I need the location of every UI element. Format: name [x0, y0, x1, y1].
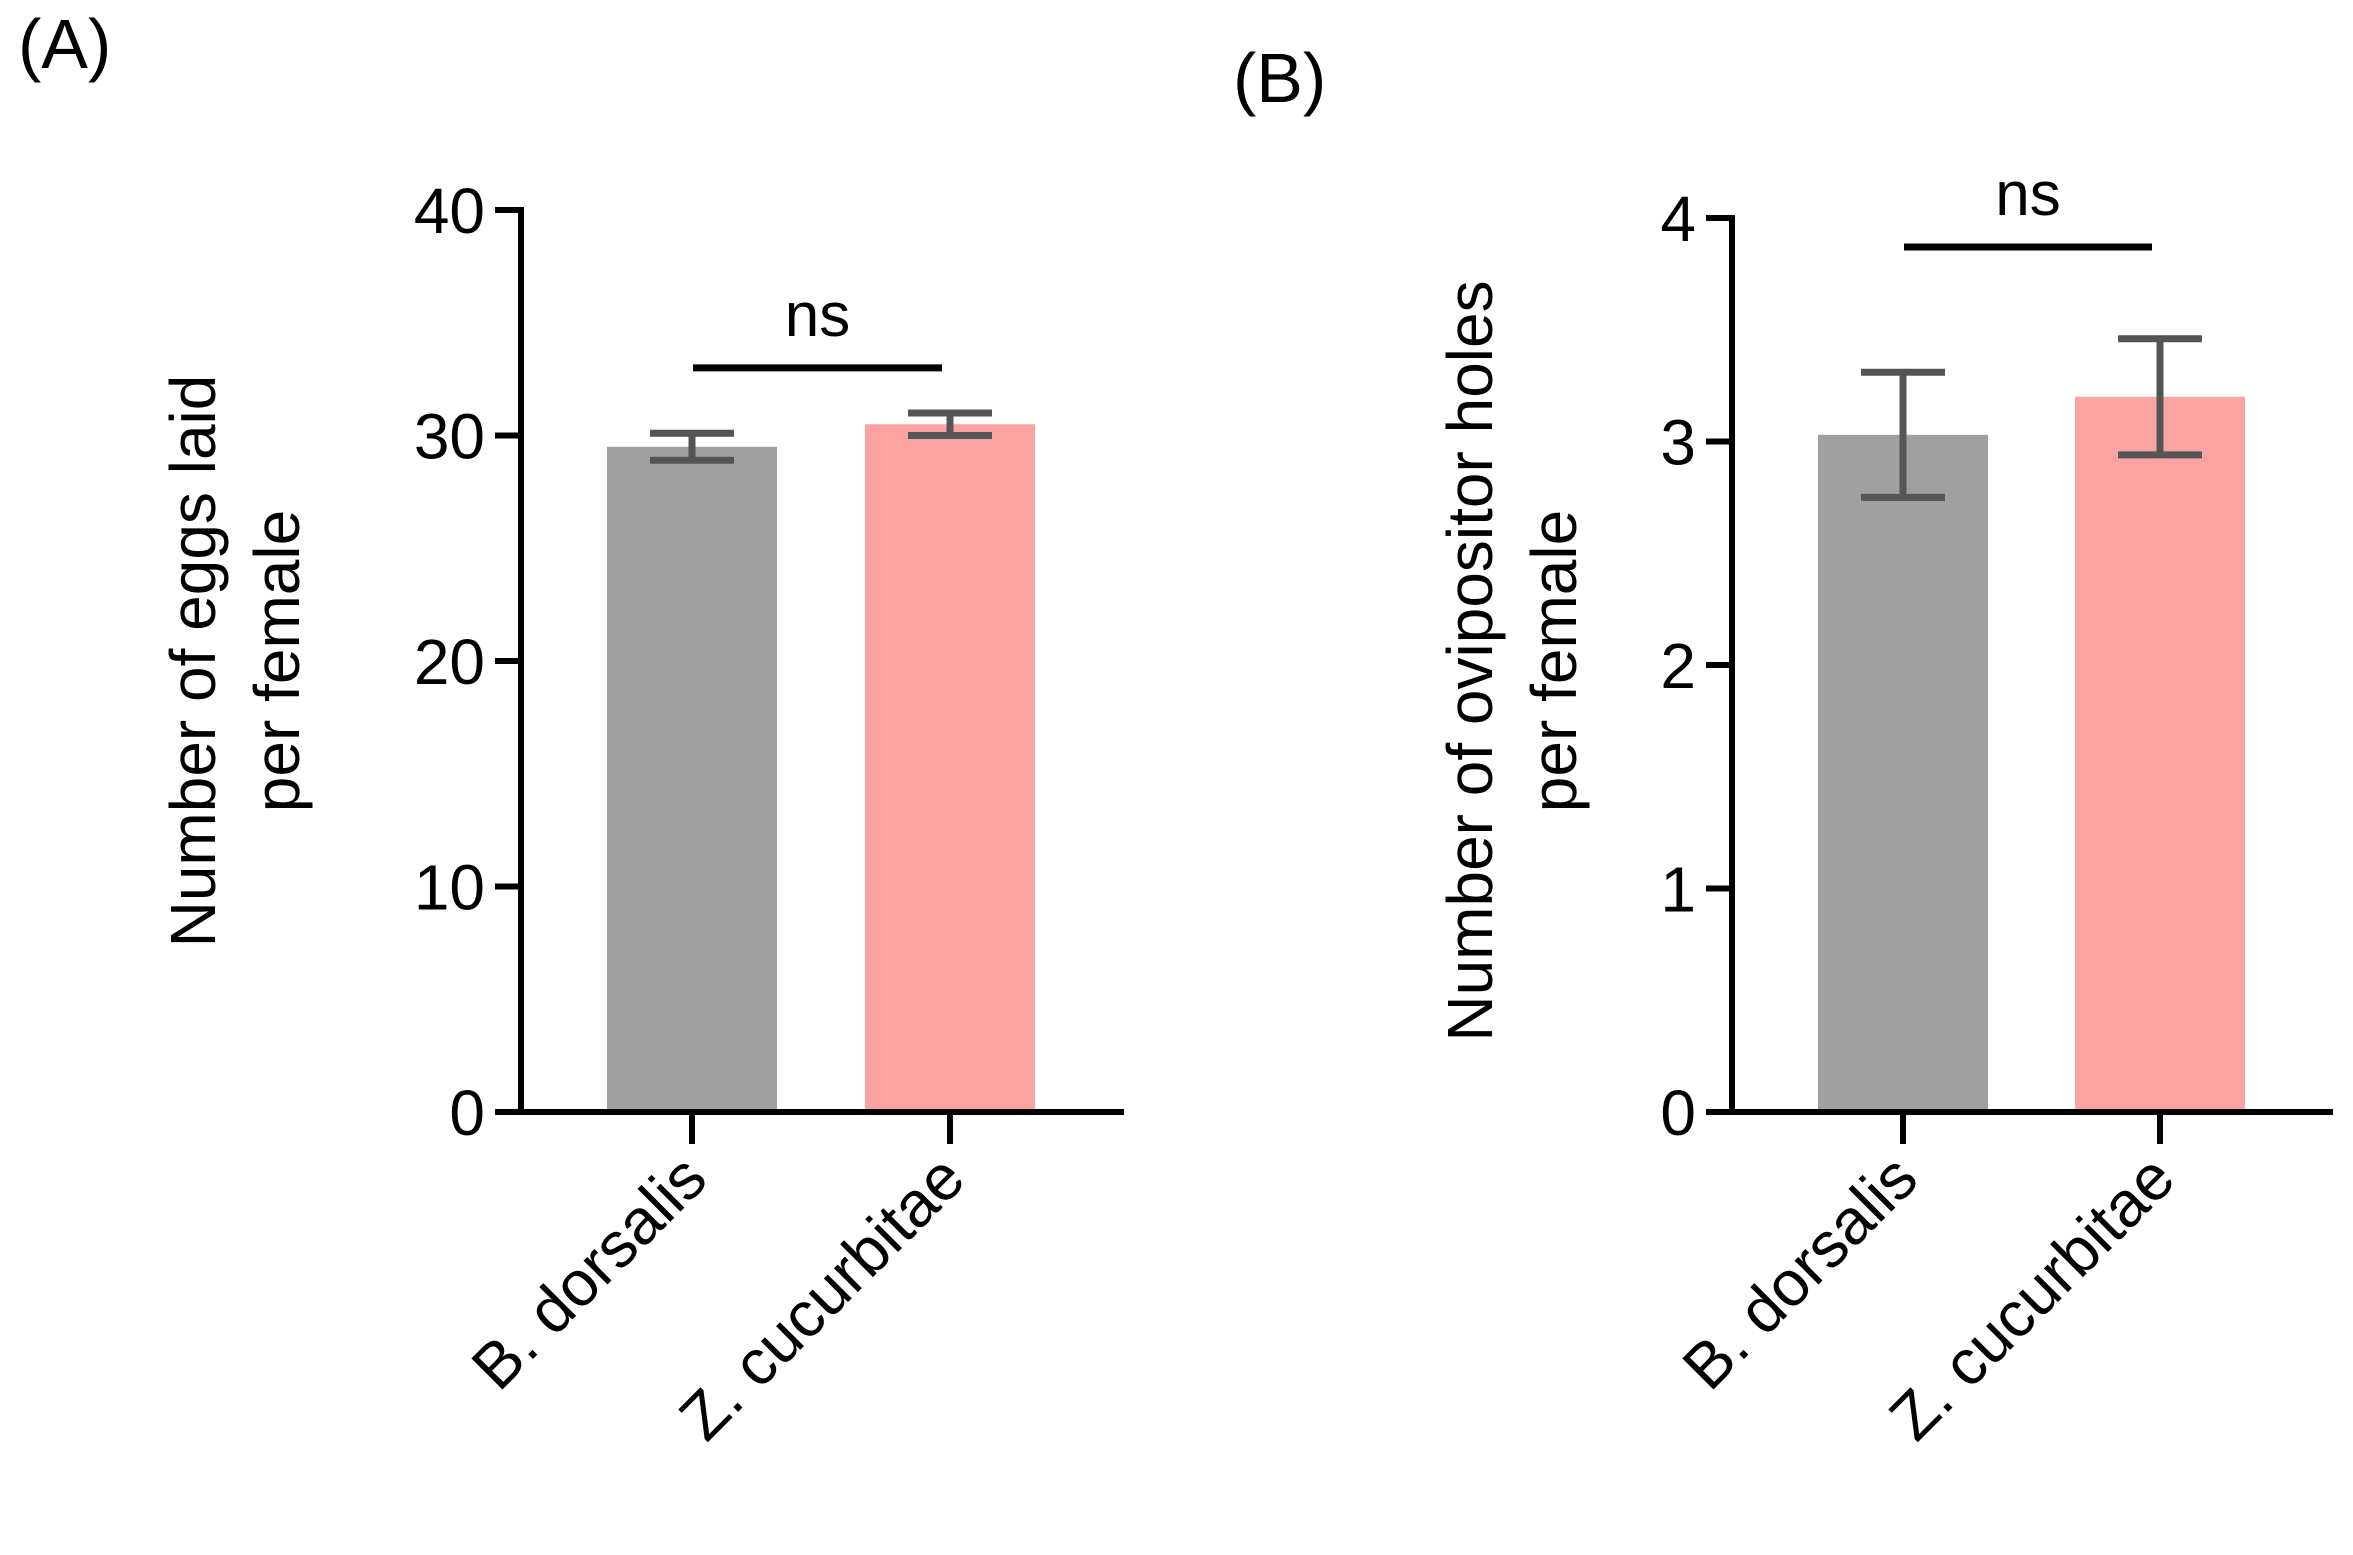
- y-axis-title: Number of ovipositor holes per female: [1434, 280, 1590, 1041]
- y-axis-title-line-1: per female: [241, 510, 313, 812]
- significance-label: ns: [785, 281, 850, 350]
- y-tick-label-2: 20: [414, 626, 485, 698]
- y-axis-title-line-1: per female: [1518, 510, 1590, 812]
- bar-0: [607, 446, 777, 1112]
- bar-0: [1818, 434, 1988, 1112]
- y-tick-label-2: 2: [1660, 630, 1696, 702]
- significance-label: ns: [1995, 160, 2060, 229]
- y-tick-label-4: 40: [414, 175, 485, 247]
- category-label-0: B. dorsalis: [458, 1141, 720, 1403]
- panel-label: (A): [18, 5, 111, 83]
- panel-label: (B): [1233, 39, 1326, 117]
- y-tick-label-0: 0: [449, 1077, 485, 1149]
- bar-1: [2075, 396, 2245, 1112]
- bar-1: [865, 424, 1035, 1113]
- y-axis-title-line-0: Number of ovipositor holes: [1434, 280, 1506, 1041]
- y-tick-label-1: 1: [1660, 854, 1696, 926]
- y-axis-title-line-0: Number of eggs laid: [157, 375, 229, 948]
- y-tick-label-3: 30: [414, 401, 485, 473]
- y-tick-label-3: 3: [1660, 407, 1696, 479]
- y-tick-label-4: 4: [1660, 183, 1696, 255]
- y-tick-label-0: 0: [1660, 1077, 1696, 1149]
- category-label-0: B. dorsalis: [1669, 1141, 1931, 1403]
- y-axis-title: Number of eggs laid per female: [157, 375, 313, 948]
- y-tick-label-1: 10: [414, 852, 485, 924]
